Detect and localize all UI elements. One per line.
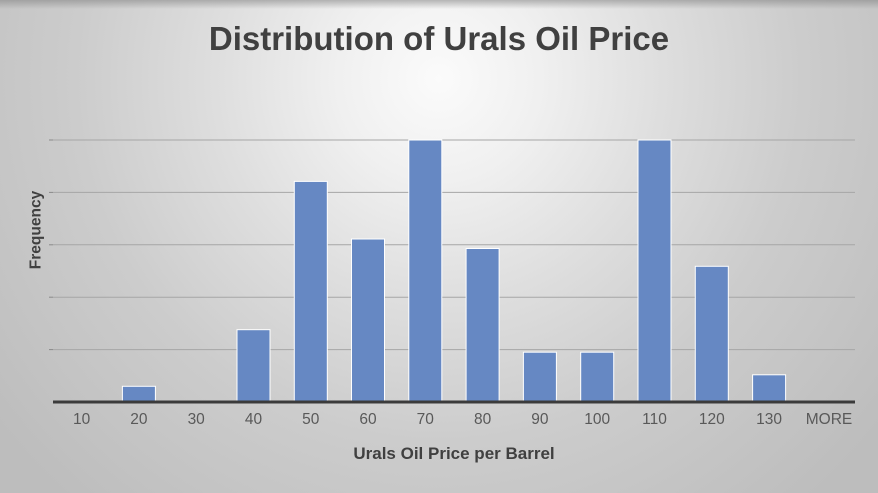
svg-text:20: 20 [130,411,148,428]
svg-text:90: 90 [531,411,549,428]
svg-text:MORE: MORE [806,411,853,428]
svg-text:60: 60 [359,411,377,428]
svg-text:110: 110 [642,411,667,428]
svg-text:40: 40 [245,411,263,428]
svg-text:50: 50 [302,411,320,428]
svg-text:Urals Oil Price per Barrel: Urals Oil Price per Barrel [353,444,554,463]
svg-text:Frequency: Frequency [28,190,45,269]
svg-text:30: 30 [188,411,206,428]
svg-text:70: 70 [417,411,435,428]
svg-text:100: 100 [584,411,610,428]
svg-text:130: 130 [756,411,782,428]
svg-text:10: 10 [73,411,91,428]
svg-text:120: 120 [699,411,725,428]
svg-text:80: 80 [474,411,492,428]
